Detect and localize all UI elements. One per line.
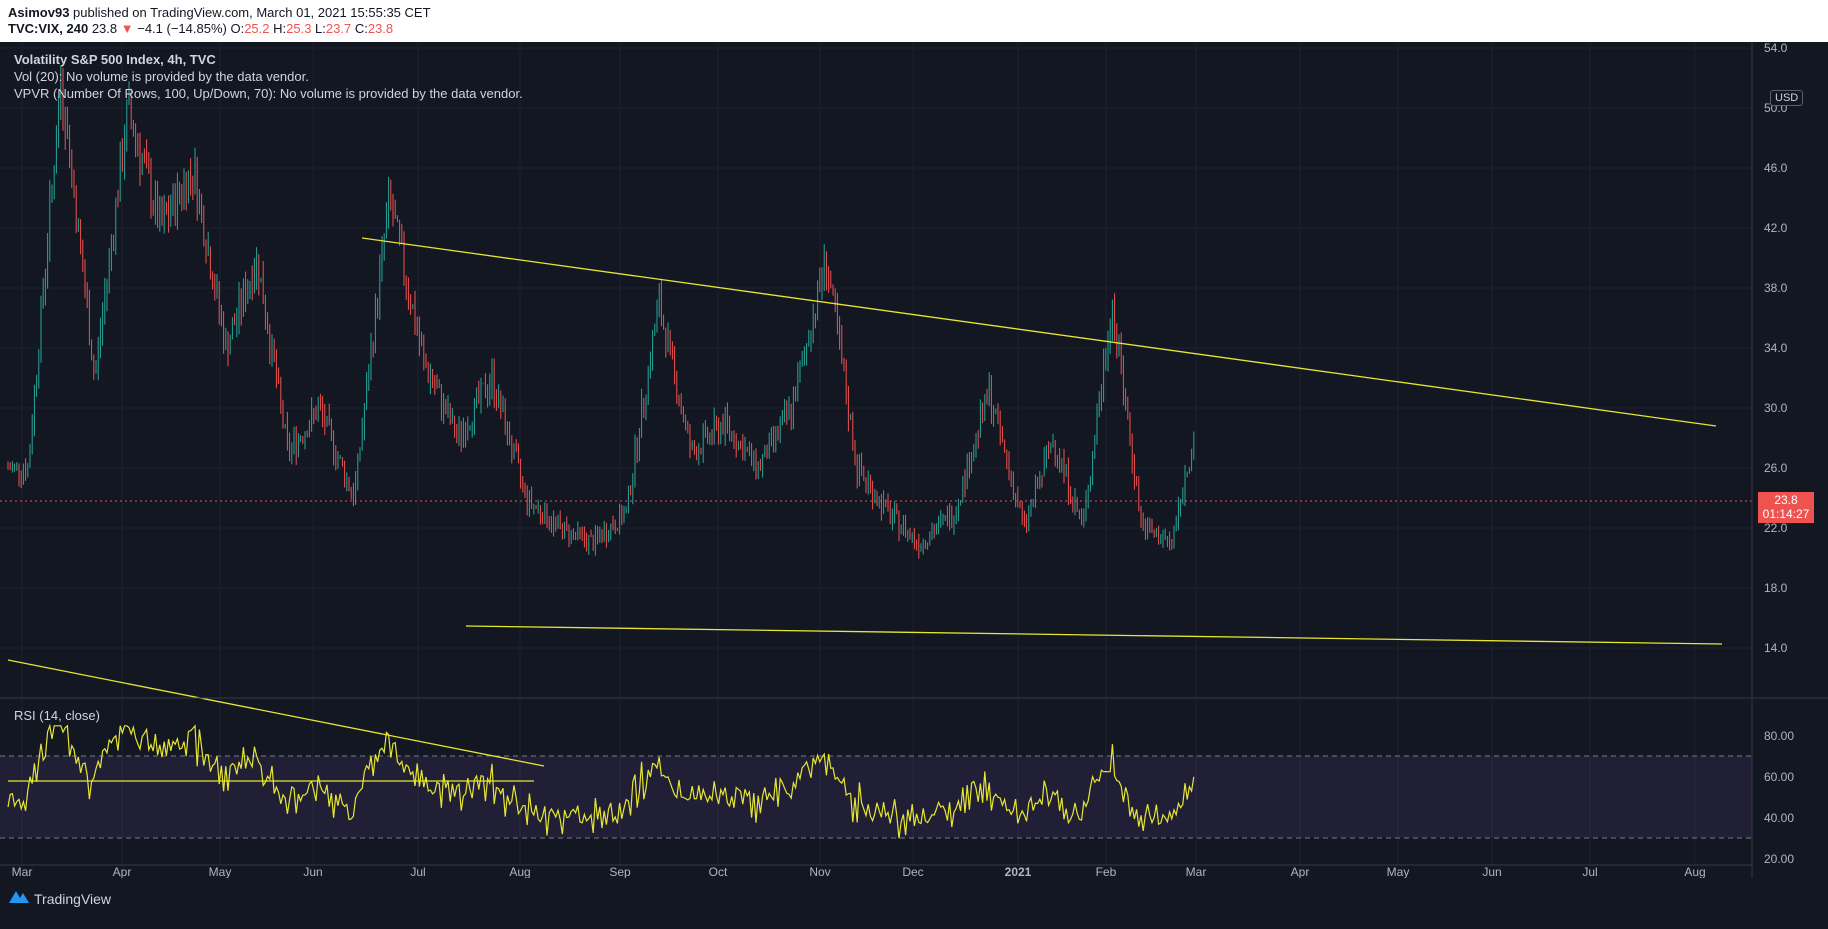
time-label-17: Aug — [1684, 865, 1705, 878]
chart-title: Volatility S&P 500 Index, 4h, TVC — [14, 52, 216, 67]
price-tick-10: 14.0 — [1764, 641, 1788, 655]
price-tick-2: 46.0 — [1764, 161, 1788, 175]
published-text: published on TradingView.com, March 01, … — [69, 5, 431, 20]
time-label-15: Jun — [1482, 865, 1501, 878]
vol-indicator-label: Vol (20): No volume is provided by the d… — [14, 69, 309, 84]
price-tick-4: 38.0 — [1764, 281, 1788, 295]
price-tick-5: 34.0 — [1764, 341, 1788, 355]
vpvr-indicator-label: VPVR (Number Of Rows, 100, Up/Down, 70):… — [14, 86, 523, 101]
open-label: O: — [226, 21, 245, 36]
time-label-14: May — [1387, 865, 1410, 878]
low-label: L: — [311, 21, 326, 36]
rsi-tick-1: 60.00 — [1764, 770, 1794, 784]
change-value: −4.1 (−14.85%) — [133, 21, 227, 36]
last-value: 23.8 — [88, 21, 121, 36]
time-label-12: Mar — [1186, 865, 1207, 878]
time-label-11: Feb — [1096, 865, 1117, 878]
tradingview-brand[interactable]: TradingView — [34, 891, 112, 907]
time-label-9: Dec — [902, 865, 923, 878]
time-label-1: Apr — [113, 865, 132, 878]
high-label: H: — [269, 21, 287, 36]
publish-line: Asimov93 published on TradingView.com, M… — [8, 5, 431, 20]
trendlines — [7, 237, 1723, 782]
time-label-8: Nov — [809, 865, 830, 878]
chart-canvas[interactable]: 54.050.046.042.038.034.030.026.022.018.0… — [0, 42, 1828, 878]
rsi-tick-2: 40.00 — [1764, 811, 1794, 825]
symbol-label: TVC:VIX, 240 — [8, 21, 89, 36]
chart-grid — [0, 42, 1752, 865]
close-label: C: — [351, 21, 368, 36]
price-tick-6: 30.0 — [1764, 401, 1788, 415]
trendline-2 — [7, 659, 545, 767]
open-value: 25.2 — [244, 21, 270, 36]
footer: TradingView — [0, 878, 1828, 929]
time-label-6: Sep — [609, 865, 631, 878]
price-tick-8: 22.0 — [1764, 521, 1788, 535]
publish-header: Asimov93 published on TradingView.com, M… — [0, 0, 1828, 42]
quote-line: TVC:VIX, 240 23.8 ▼ −4.1 (−14.85%) O:25.… — [8, 21, 393, 36]
time-label-0: Mar — [12, 865, 33, 878]
price-tick-3: 42.0 — [1764, 221, 1788, 235]
trendline-0 — [361, 237, 1717, 427]
down-arrow-icon: ▼ — [120, 21, 134, 36]
time-label-4: Jul — [410, 865, 425, 878]
high-value: 25.3 — [286, 21, 312, 36]
time-label-10: 2021 — [1005, 865, 1032, 878]
candles — [7, 66, 1195, 559]
price-tick-0: 54.0 — [1764, 42, 1788, 55]
time-label-13: Apr — [1291, 865, 1310, 878]
time-axis: Mar Apr May Jun Jul Aug Sep Oct Nov Dec 2021 Feb Mar… — [12, 865, 1706, 878]
price-tick-9: 18.0 — [1764, 581, 1788, 595]
price-axis: 54.050.046.042.038.034.030.026.022.018.0… — [1764, 42, 1788, 655]
price-tick-7: 26.0 — [1764, 461, 1788, 475]
time-label-5: Aug — [509, 865, 530, 878]
time-label-2: May — [209, 865, 232, 878]
low-value: 23.7 — [325, 21, 352, 36]
bar-countdown: 01:14:27 — [1762, 507, 1810, 521]
rsi-label: RSI (14, close) — [14, 708, 100, 723]
tradingview-logo-icon[interactable] — [8, 888, 30, 904]
trendline-1 — [465, 625, 1723, 645]
time-label-7: Oct — [709, 865, 728, 878]
rsi-line — [7, 723, 1195, 839]
chart-area[interactable]: 54.0 50.0 46.0 42.0 38.0 34.0 30.0 26.0 22.0 18.0… — [0, 42, 1828, 878]
rsi-axis: 80.00 60.00 40.00 20.00 — [1764, 729, 1794, 866]
author-name[interactable]: Asimov93 — [8, 5, 70, 20]
rsi-tick-3: 20.00 — [1764, 852, 1794, 866]
time-label-16: Jul — [1582, 865, 1597, 878]
close-value: 23.8 — [367, 21, 394, 36]
rsi-tick-0: 80.00 — [1764, 729, 1794, 743]
rsi-band — [0, 756, 1752, 838]
currency-badge[interactable]: USD — [1770, 90, 1804, 106]
time-label-3: Jun — [303, 865, 322, 878]
last-price-value: 23.8 — [1774, 493, 1798, 507]
last-price-badge: 23.8 01:14:27 — [1758, 492, 1814, 523]
